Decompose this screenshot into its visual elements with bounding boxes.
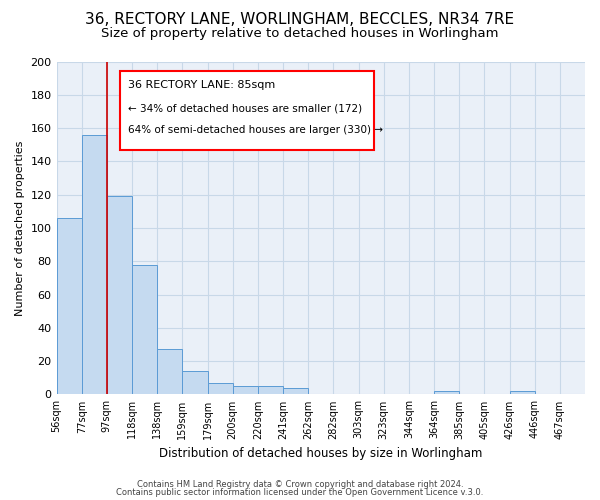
Text: 64% of semi-detached houses are larger (330) →: 64% of semi-detached houses are larger (… [128,125,383,135]
Bar [107,196,132,394]
Text: ← 34% of detached houses are smaller (172): ← 34% of detached houses are smaller (17… [128,103,362,113]
FancyBboxPatch shape [120,72,374,150]
Bar [182,371,208,394]
Text: 36 RECTORY LANE: 85sqm: 36 RECTORY LANE: 85sqm [128,80,275,90]
Bar [56,218,82,394]
Y-axis label: Number of detached properties: Number of detached properties [15,140,25,316]
Text: Size of property relative to detached houses in Worlingham: Size of property relative to detached ho… [101,28,499,40]
Bar [509,391,535,394]
Text: 36, RECTORY LANE, WORLINGHAM, BECCLES, NR34 7RE: 36, RECTORY LANE, WORLINGHAM, BECCLES, N… [85,12,515,28]
Text: Contains public sector information licensed under the Open Government Licence v.: Contains public sector information licen… [116,488,484,497]
Bar [132,264,157,394]
X-axis label: Distribution of detached houses by size in Worlingham: Distribution of detached houses by size … [159,447,482,460]
Bar [82,134,107,394]
Bar [233,386,258,394]
Bar [258,386,283,394]
Text: Contains HM Land Registry data © Crown copyright and database right 2024.: Contains HM Land Registry data © Crown c… [137,480,463,489]
Bar [434,391,459,394]
Bar [208,383,233,394]
Bar [157,350,182,395]
Bar [283,388,308,394]
